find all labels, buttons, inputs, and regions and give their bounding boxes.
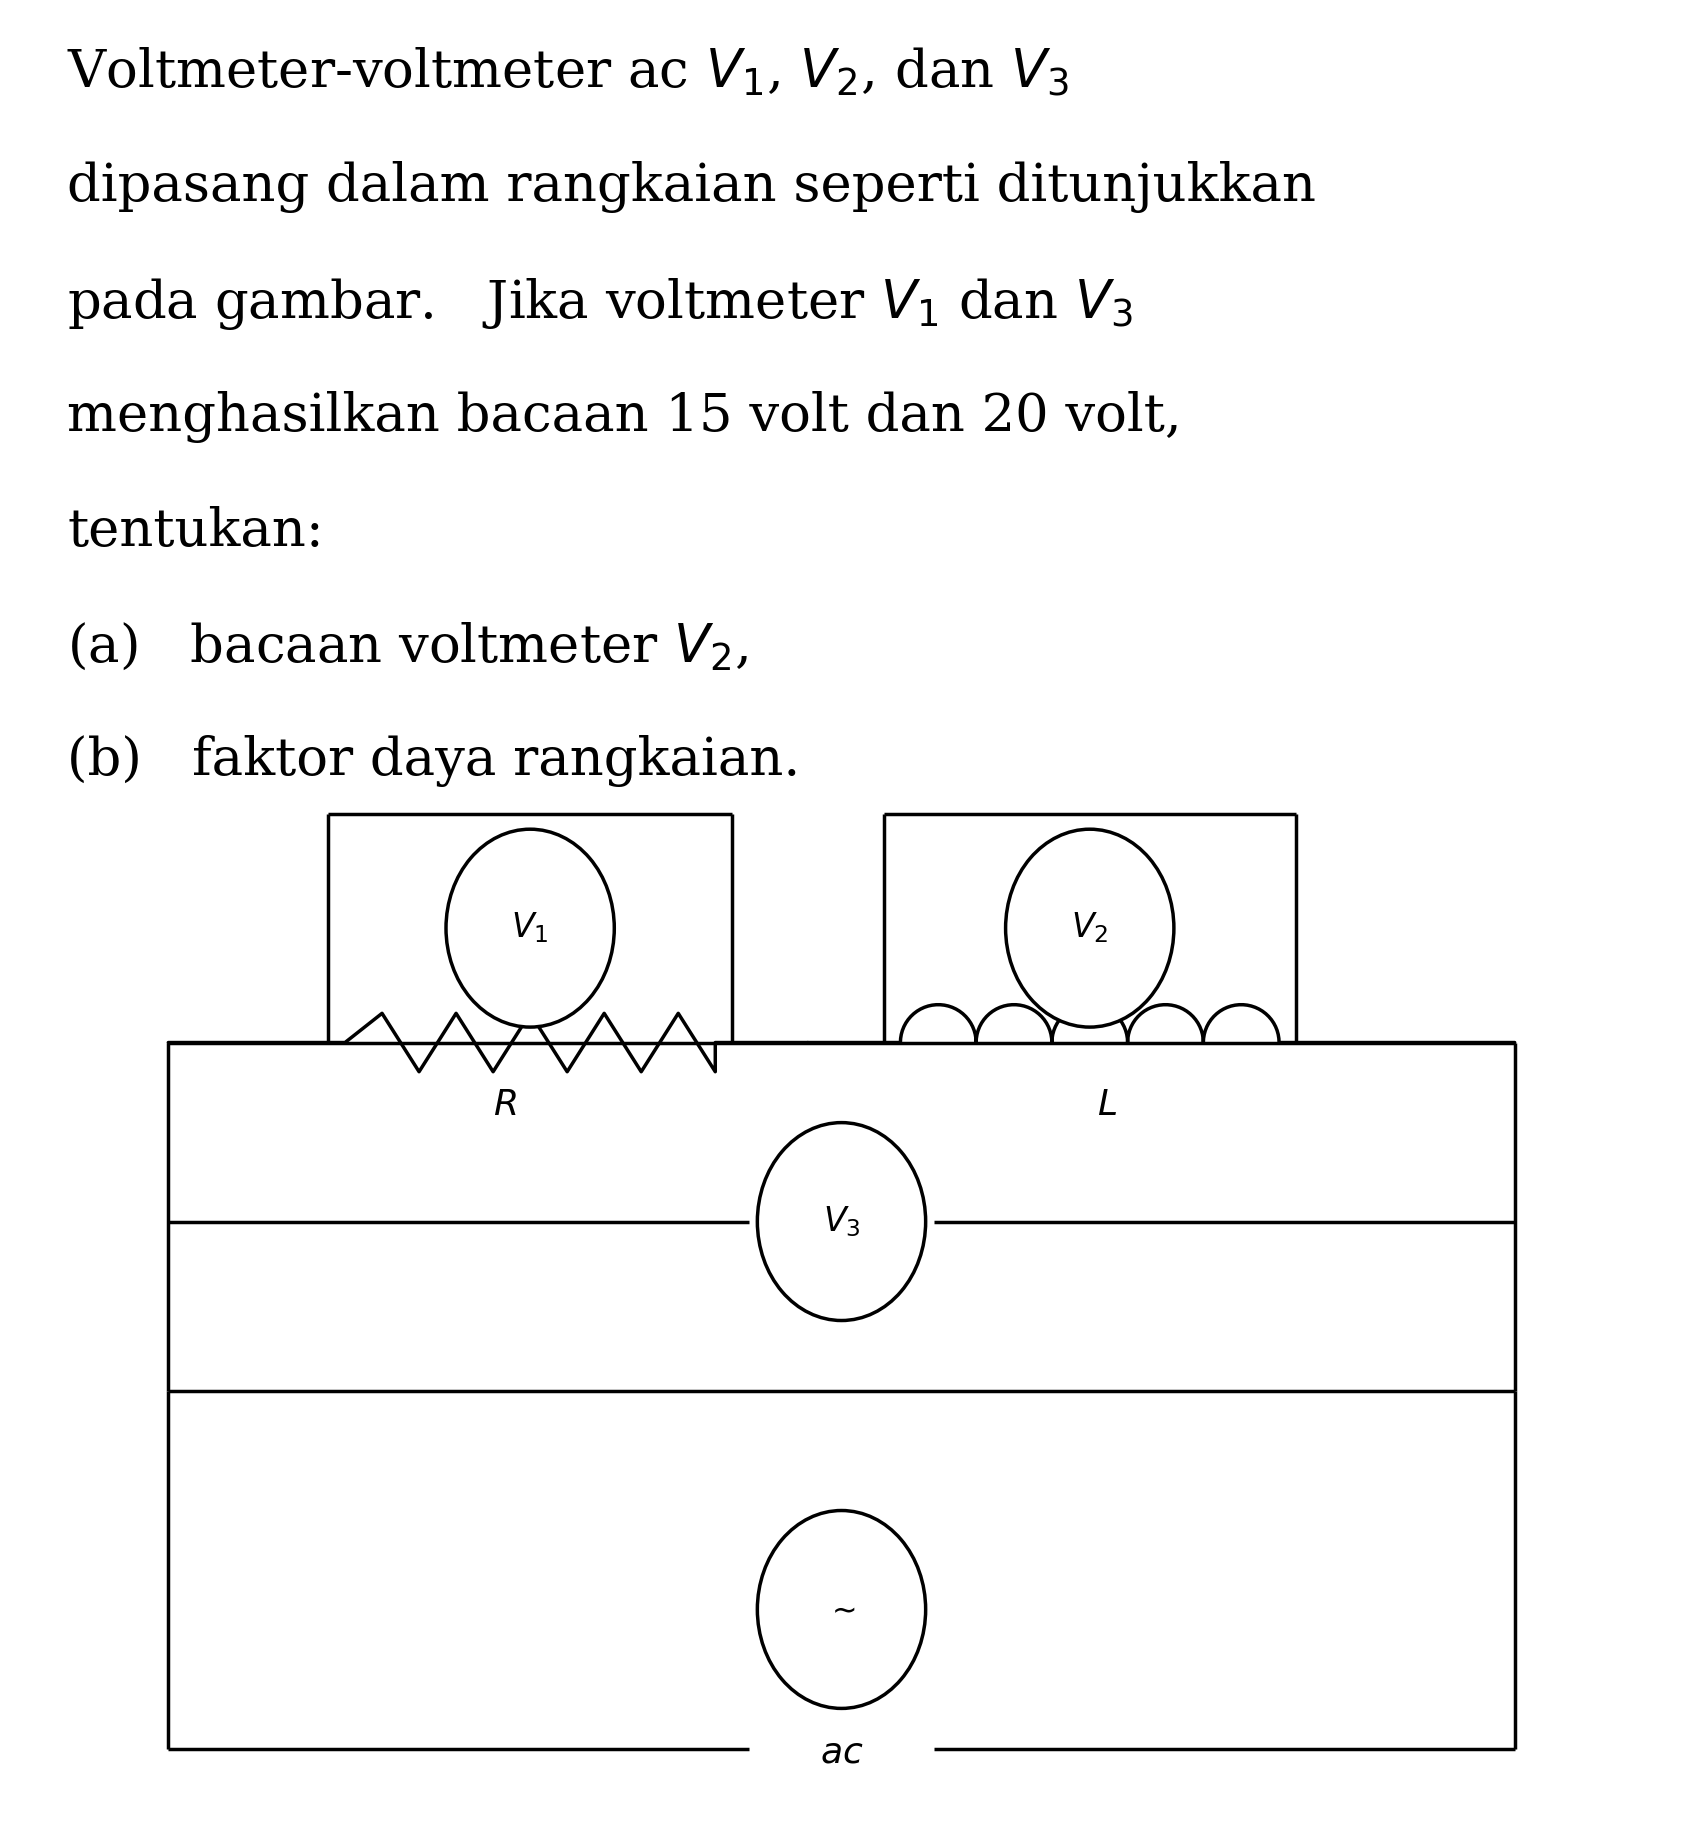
- Text: $\sim$: $\sim$: [826, 1593, 856, 1624]
- Ellipse shape: [757, 1511, 925, 1708]
- Text: $L$: $L$: [1097, 1088, 1115, 1122]
- Text: $ac$: $ac$: [819, 1736, 863, 1770]
- Text: dipasang dalam rangkaian seperti ditunjukkan: dipasang dalam rangkaian seperti ditunju…: [67, 161, 1315, 212]
- Text: $R$: $R$: [493, 1088, 516, 1122]
- Text: tentukan:: tentukan:: [67, 506, 323, 557]
- Text: (a)   bacaan voltmeter $V_2$,: (a) bacaan voltmeter $V_2$,: [67, 620, 748, 673]
- Text: (b)   faktor daya rangkaian.: (b) faktor daya rangkaian.: [67, 735, 801, 787]
- Text: $V_1$: $V_1$: [511, 911, 548, 945]
- Ellipse shape: [1004, 829, 1174, 1027]
- Text: pada gambar.   Jika voltmeter $V_1$ dan $V_3$: pada gambar. Jika voltmeter $V_1$ dan $V…: [67, 276, 1132, 332]
- Text: menghasilkan bacaan 15 volt dan 20 volt,: menghasilkan bacaan 15 volt dan 20 volt,: [67, 391, 1181, 442]
- Text: $V_2$: $V_2$: [1070, 911, 1108, 945]
- Ellipse shape: [757, 1122, 925, 1321]
- Text: Voltmeter-voltmeter ac $V_1$, $V_2$, dan $V_3$: Voltmeter-voltmeter ac $V_1$, $V_2$, dan…: [67, 46, 1068, 99]
- Ellipse shape: [446, 829, 614, 1027]
- Text: $V_3$: $V_3$: [822, 1204, 860, 1239]
